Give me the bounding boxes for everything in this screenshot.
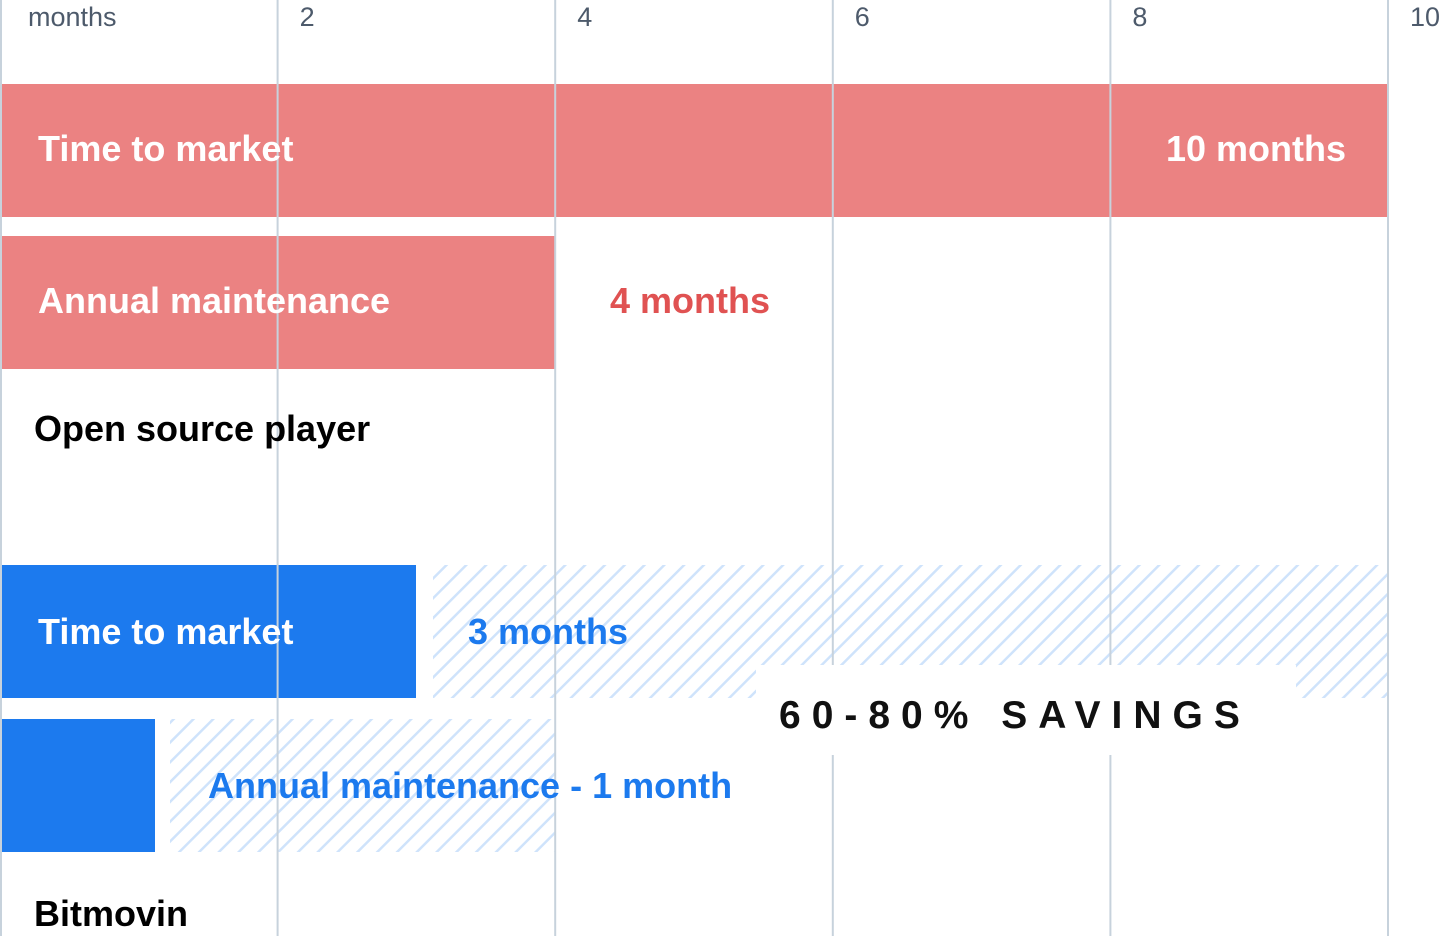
bar-label: Time to market	[38, 611, 293, 652]
bar-value-label: 3 months	[468, 611, 628, 652]
saved-time-hatch	[170, 719, 556, 852]
x-tick-label: 4	[577, 2, 592, 32]
bar-label: Annual maintenance	[38, 280, 390, 321]
x-tick-label: 10	[1410, 2, 1440, 32]
group-label: Bitmovin	[34, 893, 188, 934]
x-tick-label: 8	[1132, 2, 1147, 32]
bar-label: Time to market	[38, 128, 293, 169]
bar-value-label: 4 months	[610, 280, 770, 321]
group-label: Open source player	[34, 408, 370, 449]
x-tick-label: months	[28, 2, 117, 32]
bitmovin-bar	[0, 565, 416, 698]
savings-annotation: 60-80% SAVINGS	[779, 694, 1251, 737]
annotation-background	[756, 665, 1296, 755]
x-tick-label: 2	[300, 2, 315, 32]
bar-label: Annual maintenance - 1 month	[208, 765, 732, 806]
x-tick-label: 6	[855, 2, 870, 32]
open-source-bar	[0, 84, 1388, 217]
bar-value-label: 10 months	[1166, 128, 1346, 169]
bitmovin-bar	[0, 719, 155, 852]
